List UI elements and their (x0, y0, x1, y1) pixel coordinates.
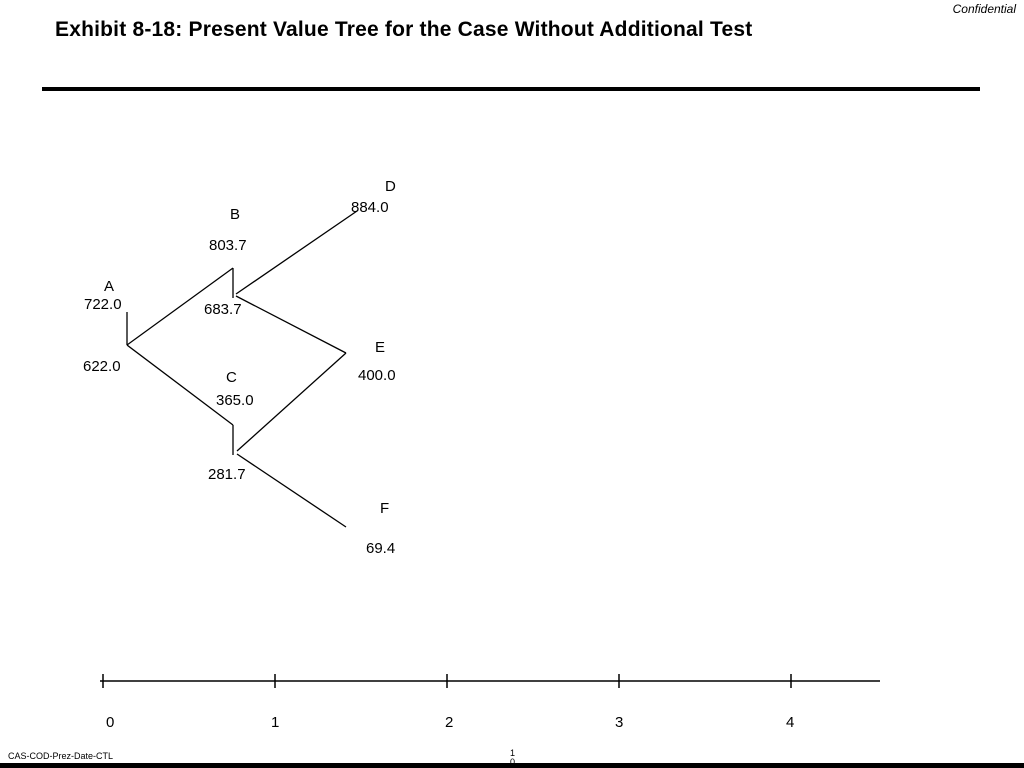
node-c-value-bottom: 281.7 (208, 466, 246, 483)
edge-b-d-line (235, 210, 358, 295)
edge-a-c-line (126, 344, 234, 426)
timeline-label-1: 1 (271, 714, 280, 731)
page-title: Exhibit 8-18: Present Value Tree for the… (55, 18, 753, 41)
node-f-value: 69.4 (366, 540, 396, 557)
timeline-label-4: 4 (786, 714, 795, 731)
node-f-label: F (380, 500, 390, 517)
slide-number-bottom: 0 (510, 757, 516, 767)
confidential-watermark: Confidential (952, 2, 1016, 16)
timeline-label-3: 3 (615, 714, 624, 731)
node-b-label: B (230, 206, 241, 223)
footer-doc-code: CAS-COD-Prez-Date-CTL (8, 751, 114, 761)
bottom-bar (0, 763, 1024, 768)
node-d-label: D (385, 178, 396, 195)
node-a-label: A (104, 278, 115, 295)
node-e-label: E (375, 339, 386, 356)
node-a-value-bottom: 622.0 (83, 358, 121, 375)
node-b-value-top: 803.7 (209, 237, 247, 254)
node-e-value: 400.0 (358, 367, 396, 384)
node-d-value: 884.0 (351, 199, 389, 216)
node-b-value-bottom: 683.7 (204, 301, 242, 318)
timeline-label-2: 2 (445, 714, 454, 731)
node-c-value-top: 365.0 (216, 392, 254, 409)
edge-b-e-line (235, 295, 347, 354)
node-c-label: C (226, 369, 237, 386)
node-a-value-top: 722.0 (84, 296, 122, 313)
title-divider (42, 87, 980, 91)
edge-c-f-line (236, 453, 347, 528)
slide-number-top: 1 (510, 748, 516, 758)
timeline-label-0: 0 (106, 714, 115, 731)
